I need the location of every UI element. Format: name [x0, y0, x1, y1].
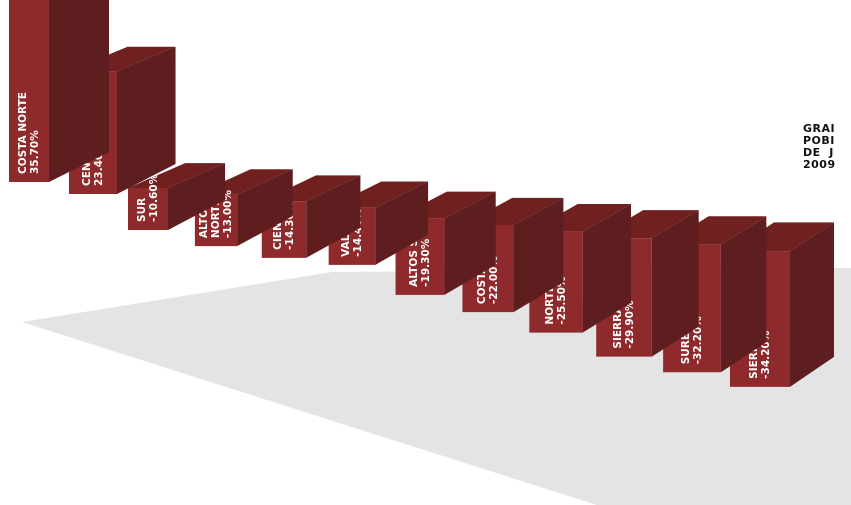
chart-title-fragment: GRAI POBI DE J 2009 — [803, 122, 836, 171]
bar-side — [375, 181, 429, 265]
bar-label-line: -22.00% — [488, 256, 500, 305]
bar-side — [306, 175, 361, 258]
bar-label: ALTOSNORTE-13.00% — [198, 190, 234, 239]
bar-label-line: -29.90% — [624, 300, 636, 349]
bar-front — [128, 188, 168, 230]
bar-label-line: NORTE — [210, 198, 222, 238]
bar-side — [513, 197, 564, 313]
bar-side — [168, 163, 226, 230]
bar-side — [444, 191, 496, 295]
bar-side — [49, 0, 109, 182]
bar-side — [237, 169, 293, 247]
bar-side — [117, 46, 176, 195]
bar-label-line: -10.60% — [148, 173, 160, 222]
bar-label: COSTA NORTE35.70% — [17, 92, 41, 174]
bar-label-line: SUR — [136, 198, 148, 222]
bar-label: NORTE-25.50% — [544, 276, 568, 325]
bar-side — [720, 216, 767, 373]
bar-label-line: NORTE — [544, 285, 556, 325]
bar-label: SUR-10.60% — [136, 173, 160, 222]
bar-label-line: -13.00% — [222, 190, 234, 239]
bar-side — [790, 222, 834, 387]
bar-front — [9, 0, 49, 182]
bar-top — [128, 163, 226, 188]
bar-label-line: COSTA NORTE — [17, 92, 29, 174]
bar-label-line: 35.70% — [29, 130, 41, 174]
bar-side — [651, 210, 699, 357]
bars-group: SIERRA DE AMULA-34.20%SURESTE-32.20%SIER… — [9, 0, 834, 387]
bar-side — [582, 203, 632, 333]
bar-label-line: -19.30% — [420, 238, 432, 287]
bar-label-line: -25.50% — [556, 276, 568, 325]
